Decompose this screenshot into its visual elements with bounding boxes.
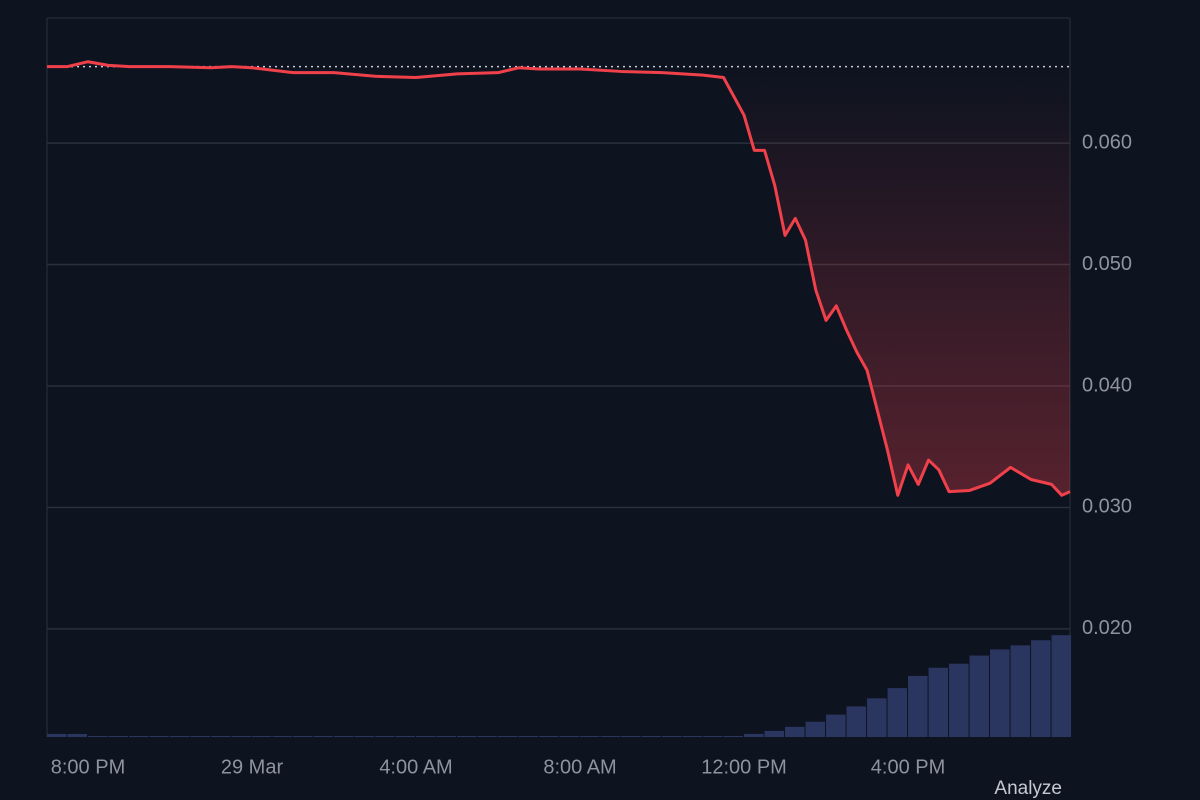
volume-bar (375, 735, 395, 737)
volume-bar (744, 733, 764, 737)
volume-bar (1051, 635, 1072, 737)
volume-bar (928, 667, 949, 737)
volume-bar (1031, 640, 1051, 737)
volume-bar (867, 698, 887, 737)
x-tick-label: 29 Mar (221, 756, 284, 778)
area-fill (47, 66, 1070, 496)
volume-bar (231, 735, 252, 737)
x-tick-label: 4:00 PM (871, 756, 945, 778)
volume-bar (600, 735, 621, 737)
volume-bar (252, 735, 272, 737)
volume-bar (170, 735, 190, 737)
volume-bar (313, 735, 334, 737)
volume-bar (703, 735, 723, 737)
x-tick-label: 4:00 AM (379, 756, 452, 778)
volume-bar (662, 735, 682, 737)
x-tick-label: 8:00 PM (51, 756, 125, 778)
y-tick-label: 0.040 (1082, 374, 1132, 396)
volume-bar (272, 735, 293, 737)
volume-bar (47, 733, 67, 737)
volume-bar (190, 735, 211, 737)
volume-bar (108, 735, 129, 737)
volume-bar (436, 735, 457, 737)
volume-bar (539, 735, 559, 737)
volume-bar (1010, 645, 1031, 737)
volume-bar (887, 688, 908, 737)
volume-bar (477, 735, 498, 737)
volume-bar (293, 735, 313, 737)
x-tick-label: 8:00 AM (543, 756, 616, 778)
volume-bar (682, 735, 703, 737)
x-tick-label: 12:00 PM (701, 756, 787, 778)
volume-bar (826, 714, 846, 737)
volume-bar (334, 735, 354, 737)
volume-bar (949, 663, 969, 737)
volume-bar (498, 735, 518, 737)
volume-bar (354, 735, 375, 737)
volume-bar (67, 733, 88, 737)
volume-bar (990, 649, 1010, 737)
volume-bar (969, 655, 990, 737)
price-line (47, 60, 1071, 497)
volume-bar (908, 675, 928, 737)
volume-bar (805, 721, 826, 737)
volume-bar (723, 735, 744, 737)
volume-bar (580, 735, 600, 737)
volume-bar (457, 735, 477, 737)
volume-bar (395, 735, 416, 737)
volume-bar (785, 726, 805, 737)
volume-bar (518, 735, 539, 737)
volume-bar (764, 730, 785, 737)
y-tick-label: 0.020 (1082, 617, 1132, 639)
analyze-button[interactable]: Analyze (994, 778, 1062, 799)
volume-bar (149, 735, 170, 737)
volume-bar (621, 735, 641, 737)
y-tick-label: 0.060 (1082, 131, 1132, 153)
volume-bar (211, 735, 231, 737)
y-tick-label: 0.050 (1082, 253, 1132, 275)
volume-bar (88, 735, 108, 737)
volume-bar (129, 735, 149, 737)
volume-bar (846, 706, 867, 737)
volume-bar (559, 735, 580, 737)
y-tick-label: 0.030 (1082, 496, 1132, 518)
volume-bar (641, 735, 662, 737)
volume-bar (416, 735, 436, 737)
